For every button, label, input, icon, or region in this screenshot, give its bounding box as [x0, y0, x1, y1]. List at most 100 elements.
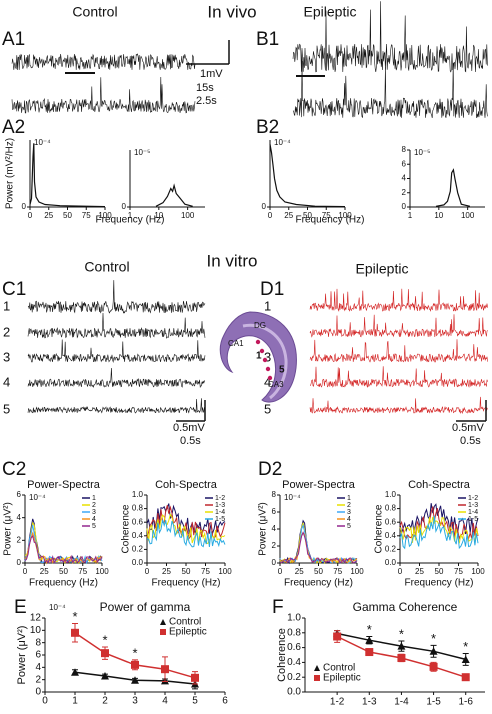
legend-label: 1	[347, 495, 351, 502]
panel-label: B2	[256, 117, 279, 138]
legend-label: 1-2	[468, 495, 478, 502]
spectrum-curve	[279, 519, 358, 565]
x-tick-label: 0	[23, 567, 28, 576]
x-tick-label: 75	[454, 567, 463, 576]
x-axis-label: Frequency (Hz)	[29, 578, 98, 589]
x-tick-label: 100	[461, 211, 475, 220]
trace-number: 1	[3, 298, 10, 313]
region-label: CA1	[228, 339, 244, 348]
x-axis-label: Frequency (Hz)	[152, 578, 221, 589]
spectrum-curve	[146, 505, 226, 540]
trace-number: 3	[264, 349, 271, 364]
scale-label: 15s	[196, 82, 214, 94]
trace-number: 4	[264, 374, 271, 389]
scale-label: 0.5mV	[173, 422, 205, 434]
marker	[191, 673, 199, 682]
x-tick-label: 4	[162, 696, 168, 707]
spectrum-curve	[24, 521, 103, 565]
x-tick-label: 1-3	[362, 697, 377, 708]
x-tick-label: 75	[82, 211, 91, 220]
scale-label: 2.5s	[196, 95, 217, 107]
y-tick-label: 0.0	[132, 558, 144, 567]
y-tick-label: 8	[402, 145, 407, 154]
marker	[397, 642, 406, 650]
y-tick-label: 0.6	[132, 517, 144, 526]
y-tick-label: 12	[30, 613, 42, 624]
legend-label: 5	[347, 523, 351, 530]
marker	[333, 632, 342, 641]
y-axis-label: Coherence	[276, 628, 288, 682]
y-axis-label: Power (mV²/Hz)	[5, 138, 16, 209]
y-tick-label: 2	[35, 674, 41, 685]
scale-note: 10⁻⁴	[284, 493, 301, 502]
y-tick-label: 2	[402, 188, 407, 197]
panel-label: A2	[2, 117, 25, 138]
x-tick-label: 50	[314, 567, 323, 576]
x-tick-label: 0	[42, 696, 48, 707]
y-tick-label: 0.4	[132, 531, 144, 540]
legend-label: 2	[347, 502, 351, 509]
x-tick-label: 25	[40, 567, 49, 576]
marker	[461, 655, 470, 663]
chart-title: Power-Spectra	[282, 479, 356, 491]
signal-trace	[309, 314, 488, 338]
x-tick-label: 1-6	[458, 697, 473, 708]
x-tick-label: 1	[72, 696, 78, 707]
legend-label: 4	[92, 516, 96, 523]
recording-site	[255, 339, 261, 345]
y-tick-label: 0.0	[287, 687, 301, 698]
legend-label: Epileptic	[169, 627, 207, 638]
spectrum-curve	[279, 523, 358, 564]
significance-mark: *	[431, 631, 436, 646]
legend-label: 1-5	[468, 516, 478, 523]
y-tick-label: 0.8	[132, 504, 144, 513]
y-tick-label: 0	[35, 687, 41, 698]
y-tick-label: 0.8	[287, 627, 301, 638]
x-tick-label: 75	[333, 567, 342, 576]
group-title: Control	[72, 4, 117, 20]
significance-mark: *	[72, 609, 77, 624]
x-tick-label: 2	[102, 696, 108, 707]
y-tick-label: 1.0	[132, 490, 144, 499]
panel-label: D2	[258, 459, 282, 480]
significance-mark: *	[102, 632, 107, 647]
y-axis-label: Power (μV²)	[3, 502, 14, 556]
y-tick-label: 6	[402, 159, 407, 168]
spectrum-curve	[399, 515, 479, 550]
x-tick-label: 50	[303, 211, 312, 220]
y-tick-label: 8	[35, 637, 41, 648]
x-tick-label: 3	[132, 696, 138, 707]
legend-marker	[314, 665, 320, 671]
x-tick-label: 0	[268, 211, 273, 220]
y-tick-label: 0	[272, 558, 277, 567]
signal-trace	[292, 1, 488, 73]
x-tick-label: 100	[471, 567, 485, 576]
region-label: 1	[256, 351, 262, 362]
chart-title: Power of gamma	[100, 600, 191, 614]
y-tick-label: 0.2	[132, 545, 144, 554]
marker	[131, 660, 139, 669]
trace-number: 2	[3, 324, 10, 339]
y-axis-label: Coherence	[121, 504, 132, 553]
significance-mark: *	[399, 626, 404, 641]
signal-trace	[27, 280, 206, 314]
spectrum-curve	[269, 144, 346, 208]
scale-label: 0.5mV	[452, 422, 484, 434]
y-tick-label: 0	[262, 202, 267, 211]
scale-note: 10⁻⁴	[49, 603, 66, 612]
recording-site	[262, 357, 268, 363]
chart-title: Power-Spectra	[27, 479, 101, 491]
signal-trace	[309, 339, 488, 363]
chart-title: Coh-Spectra	[408, 479, 471, 491]
marker	[131, 676, 139, 684]
x-tick-label: 5	[192, 696, 198, 707]
x-tick-label: 10	[154, 211, 163, 220]
x-tick-label: 0	[278, 567, 283, 576]
y-tick-label: 0.2	[287, 672, 301, 683]
legend-marker	[314, 675, 320, 681]
signal-trace	[27, 367, 206, 389]
spectrum-curve	[279, 531, 358, 564]
significance-mark: *	[463, 639, 468, 654]
section-title: In vitro	[206, 251, 257, 270]
